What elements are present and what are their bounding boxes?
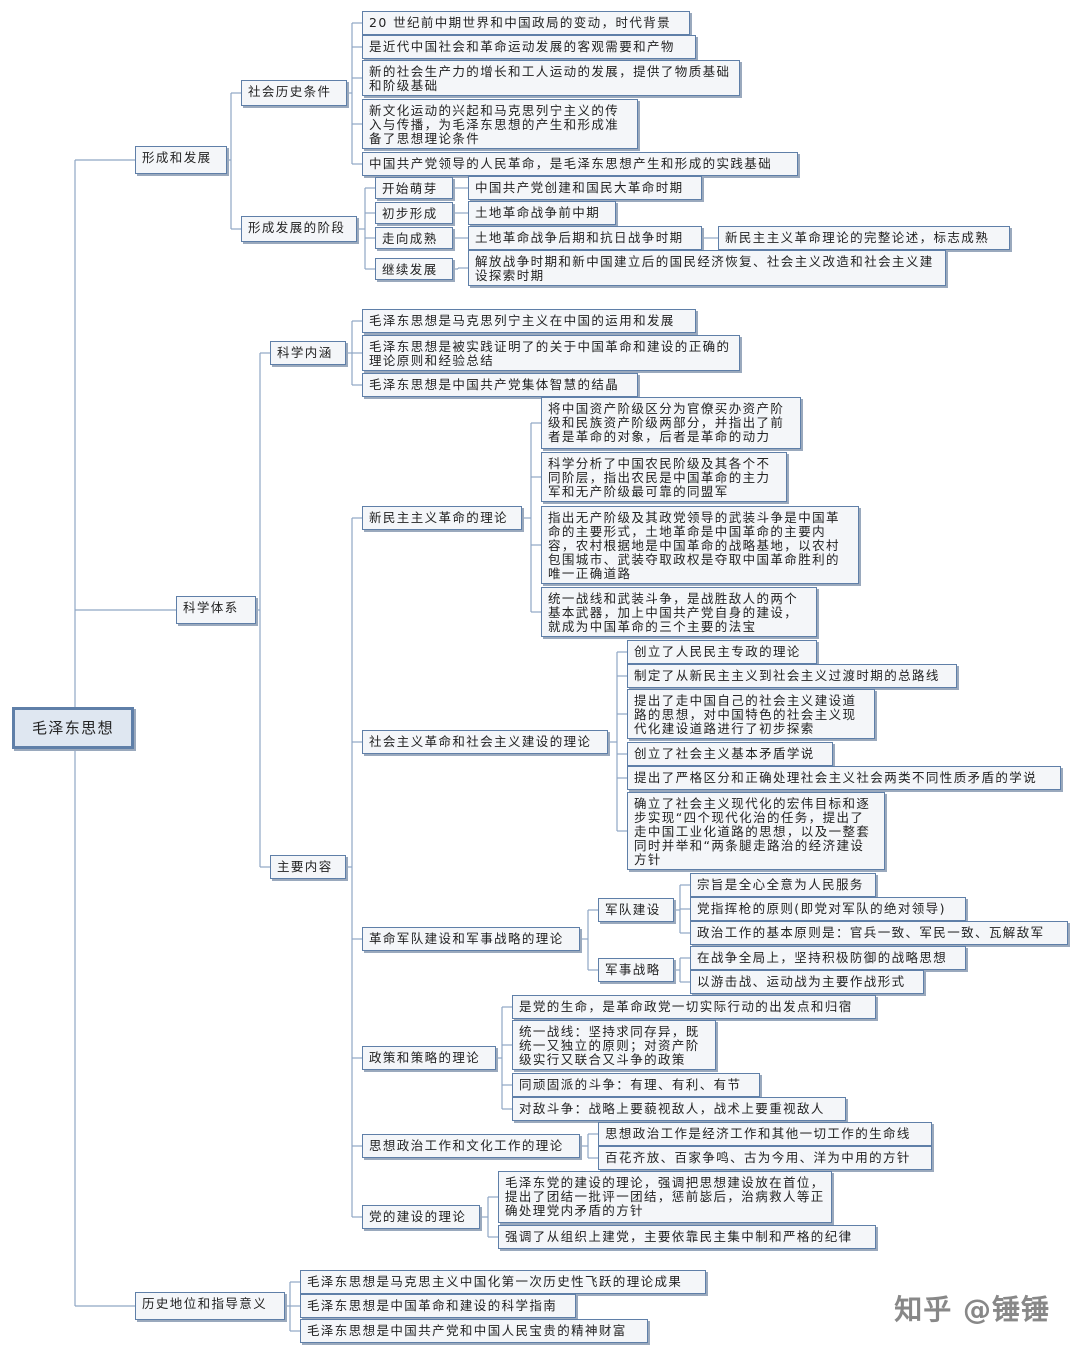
node: 20 世纪前中期世界和中国政局的变动，时代背景 <box>362 11 690 35</box>
node: 继续发展 <box>375 258 453 280</box>
node: 统一战线和武装斗争，是战胜敌人的两个基本武器，加上中国共产党自身的建设，就成为中… <box>541 587 817 637</box>
node: 创立了社会主义基本矛盾学说 <box>627 742 833 766</box>
node: 确立了社会主义现代化的宏伟目标和逐步实现“四个现代化治的任务，提出了走中国工业化… <box>627 792 885 870</box>
node: 统一战线：坚持求同存异，既统一又独立的原则；对资产阶级实行又联合又斗争的政策 <box>512 1020 716 1070</box>
node: 科学体系 <box>176 596 256 624</box>
node: 将中国资产阶级区分为官僚买办资产阶级和民族资产阶级两部分，并指出了前者是革命的对… <box>541 397 801 449</box>
node: 强调了从组织上建党，主要依靠民主集中制和严格的纪律 <box>498 1225 876 1249</box>
node: 开始萌芽 <box>375 177 453 199</box>
node: 军队建设 <box>598 898 674 922</box>
node: 中国共产党创建和国民大革命时期 <box>468 176 702 200</box>
node: 宗旨是全心全意为人民服务 <box>690 873 876 897</box>
node: 新文化运动的兴起和马克思列宁主义的传入与传播，为毛泽东思想的产生和形成准备了思想… <box>362 99 638 149</box>
node: 土地革命战争前中期 <box>468 201 616 225</box>
node: 走向成熟 <box>375 227 453 249</box>
node: 以游击战、运动战为主要作战形式 <box>690 970 924 994</box>
node: 政治工作的基本原则是：官兵一致、军民一致、瓦解敌军 <box>690 921 1068 945</box>
node: 思想政治工作是经济工作和其他一切工作的生命线 <box>598 1122 932 1146</box>
node: 解放战争时期和新中国建立后的国民经济恢复、社会主义改造和社会主义建设探索时期 <box>468 250 946 286</box>
node: 制定了从新民主主义到社会主义过渡时期的总路线 <box>627 664 957 688</box>
node: 政策和策略的理论 <box>362 1046 496 1070</box>
node: 对敌斗争：战略上要藐视敌人，战术上要重视敌人 <box>512 1097 846 1121</box>
node: 主要内容 <box>270 855 346 879</box>
node: 是党的生命，是革命政党一切实际行动的出发点和归宿 <box>512 995 876 1019</box>
node: 社会主义革命和社会主义建设的理论 <box>362 730 608 754</box>
node: 提出了严格区分和正确处理社会主义社会两类不同性质矛盾的学说 <box>627 766 1061 790</box>
node: 社会历史条件 <box>241 80 347 106</box>
node: 科学内涵 <box>270 341 346 365</box>
node: 党的建设的理论 <box>362 1205 480 1229</box>
node: 创立了人民民主专政的理论 <box>627 640 817 664</box>
node: 是近代中国社会和革命运动发展的客观需要和产物 <box>362 35 696 59</box>
node: 新的社会生产力的增长和工人运动的发展，提供了物质基础和阶级基础 <box>362 60 740 96</box>
node: 毛泽东思想是中国革命和建设的科学指南 <box>300 1294 576 1318</box>
node: 毛泽东思想是马克思列宁主义在中国的运用和发展 <box>362 309 696 333</box>
node: 毛泽东党的建设的理论，强调把思想建设放在首位，提出了团结一批评一团结，惩前毖后，… <box>498 1171 832 1223</box>
node: 同顽固派的斗争：有理、有利、有节 <box>512 1073 760 1097</box>
node: 毛泽东思想是马克思主义中国化第一次历史性飞跃的理论成果 <box>300 1270 706 1294</box>
node: 指出无产阶级及其政党领导的武装斗争是中国革命的主要形式，土地革命是中国革命的主要… <box>541 506 859 584</box>
node: 形成和发展 <box>135 146 227 174</box>
node: 新民主主义革命的理论 <box>362 506 522 530</box>
root-node: 毛泽东思想 <box>12 707 134 749</box>
node: 革命军队建设和军事战略的理论 <box>362 927 580 951</box>
node: 党指挥枪的原则(即党对军队的绝对领导) <box>690 897 966 921</box>
node: 初步形成 <box>375 202 453 224</box>
node: 思想政治工作和文化工作的理论 <box>362 1134 580 1158</box>
node: 中国共产党领导的人民革命，是毛泽东思想产生和形成的实践基础 <box>362 152 798 176</box>
node: 新民主主义革命理论的完整论述，标志成熟 <box>718 226 1010 250</box>
node: 科学分析了中国农民阶级及其各个不同阶层，指出农民是中国革命的主力军和无产阶级最可… <box>541 452 787 502</box>
watermark: 知乎 @锤锤 <box>894 1293 1050 1326</box>
node: 历史地位和指导意义 <box>135 1292 285 1320</box>
node: 百花齐放、百家争鸣、古为今用、洋为中用的方针 <box>598 1146 932 1170</box>
node: 毛泽东思想是中国共产党和中国人民宝贵的精神财富 <box>300 1319 648 1343</box>
node: 在战争全局上，坚持积极防御的战略思想 <box>690 946 966 970</box>
node: 形成发展的阶段 <box>241 216 357 242</box>
node: 提出了走中国自己的社会主义建设道路的思想，对中国特色的社会主义现代化建设道路进行… <box>627 689 875 739</box>
node: 军事战略 <box>598 958 674 982</box>
node: 土地革命战争后期和抗日战争时期 <box>468 226 702 250</box>
node: 毛泽东思想是中国共产党集体智慧的结晶 <box>362 373 638 397</box>
node: 毛泽东思想是被实践证明了的关于中国革命和建设的正确的理论原则和经验总结 <box>362 335 740 371</box>
